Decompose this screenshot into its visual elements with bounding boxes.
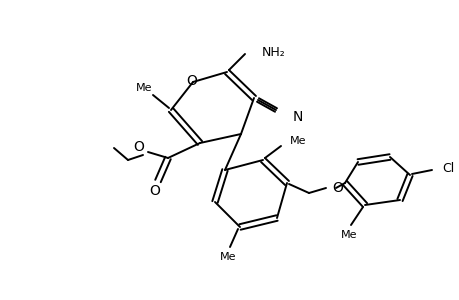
Text: Me: Me xyxy=(219,252,236,262)
Text: Cl: Cl xyxy=(441,161,453,175)
Text: O: O xyxy=(186,74,197,88)
Text: O: O xyxy=(331,181,342,195)
Text: Me: Me xyxy=(289,136,306,146)
Text: N: N xyxy=(292,110,303,124)
Text: NH₂: NH₂ xyxy=(262,46,285,59)
Text: Me: Me xyxy=(135,83,152,93)
Text: O: O xyxy=(133,140,144,154)
Text: Me: Me xyxy=(340,230,357,240)
Text: O: O xyxy=(149,184,160,198)
